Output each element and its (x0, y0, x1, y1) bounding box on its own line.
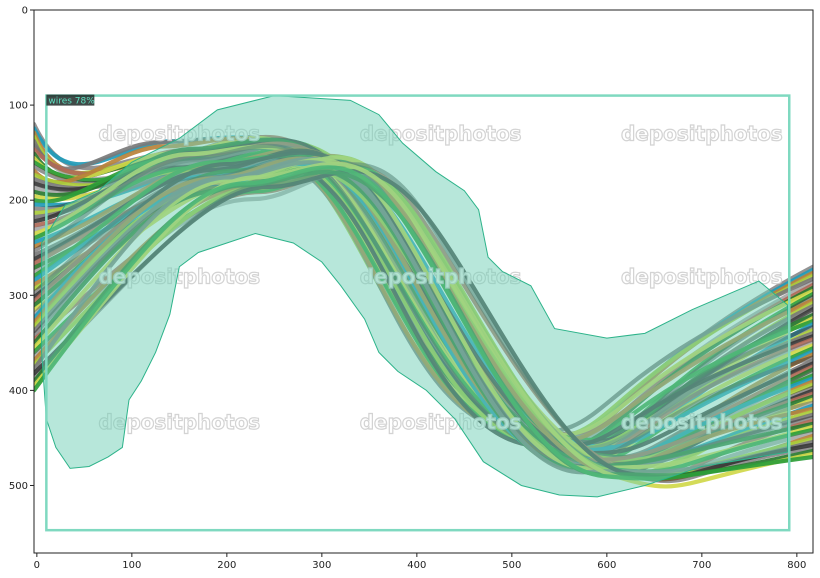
x-axis: 0 100 200 300 400 500 600 700 800 (34, 553, 806, 571)
x-tick-label: 200 (217, 560, 236, 571)
x-tick-label: 400 (407, 560, 426, 571)
x-tick-label: 700 (692, 560, 711, 571)
detection-label: wires 78% (46, 94, 95, 107)
y-tick-label: 500 (9, 481, 28, 492)
x-tick-label: 300 (312, 560, 331, 571)
segmentation-mask (41, 95, 790, 498)
y-tick-label: 0 (22, 6, 28, 17)
detection-label-background (46, 94, 95, 106)
photo-layer: depositphotos depositphotos depositphotosd… (34, 95, 813, 498)
x-tick-label: 0 (34, 560, 40, 571)
y-tick-label: 400 (9, 386, 28, 397)
x-tick-label: 800 (787, 560, 806, 571)
x-tick-label: 500 (502, 560, 521, 571)
y-tick-label: 100 (9, 101, 28, 112)
x-tick-label: 100 (122, 560, 141, 571)
detection-box (45, 94, 791, 532)
x-tick-label: 600 (597, 560, 616, 571)
y-tick-label: 200 (9, 196, 28, 207)
y-tick-label: 300 (9, 291, 28, 302)
y-axis: 0 100 200 300 400 500 (9, 6, 34, 492)
plot-frame (33, 9, 814, 554)
detection-label-text: wires 78% (48, 97, 95, 107)
watermark: depositphotos (621, 122, 783, 146)
